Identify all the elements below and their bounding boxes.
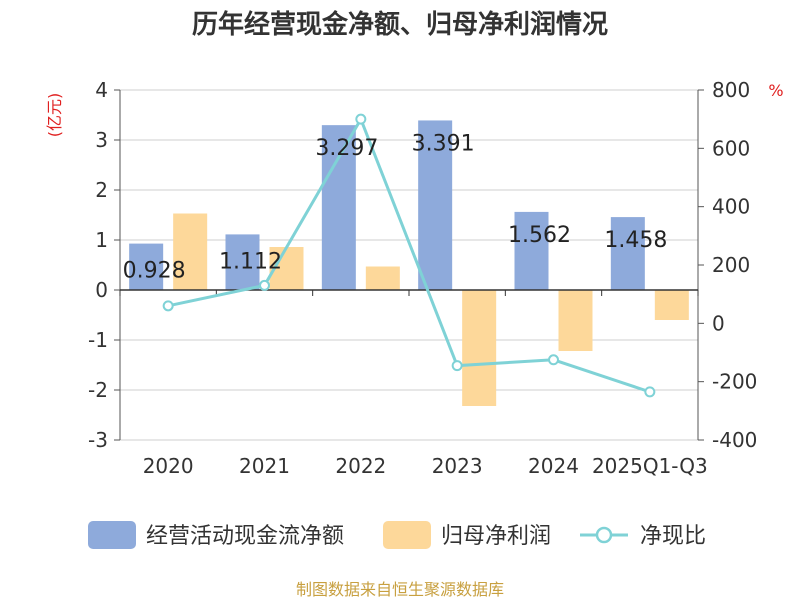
left-tick-label: -1 (88, 328, 108, 352)
right-tick-label: -400 (712, 428, 757, 452)
left-tick-label: 4 (95, 78, 108, 102)
right-tick-label: 200 (712, 253, 750, 277)
legend-label-cashflow: 经营活动现金流净额 (146, 524, 344, 549)
bar-cashflow (514, 211, 549, 290)
category-label: 2024 (528, 454, 579, 478)
left-tick-label: -2 (88, 378, 108, 402)
data-label: 1.562 (508, 223, 571, 248)
legend-swatch-ratio-marker (595, 526, 613, 544)
left-tick-label: -3 (88, 428, 108, 452)
left-tick-label: 3 (95, 128, 108, 152)
bar-profit (462, 290, 497, 406)
left-tick-label: 0 (95, 278, 108, 302)
bar-profit (558, 290, 593, 351)
right-tick-label: 400 (712, 195, 750, 219)
bar-cashflow (610, 217, 645, 290)
ratio-point (162, 300, 174, 312)
category-label: 2022 (335, 454, 386, 478)
chart-title: 历年经营现金净额、归母净利润情况 (192, 9, 608, 40)
bar-profit (173, 213, 208, 290)
data-label: 1.112 (219, 249, 282, 274)
data-label: 3.391 (412, 131, 475, 156)
category-label: 2023 (432, 454, 483, 478)
bar-cashflow (129, 243, 164, 290)
left-tick-label: 2 (95, 178, 108, 202)
legend-label-profit: 归母净利润 (441, 524, 551, 549)
bar-cashflow (418, 120, 453, 290)
axes: 4 3 2 1 0 -1 -2 -3 800 600 400 200 0 -200 -400 2020 2021… (45, 78, 784, 478)
ratio-line (162, 113, 656, 398)
ratio-point (451, 360, 463, 372)
ratio-point (548, 354, 559, 366)
right-tick-label: 0 (712, 311, 725, 335)
legend-label-ratio: 净现比 (640, 524, 706, 549)
legend: 经营活动现金流净额 归母净利润 净现比 (88, 521, 706, 549)
data-labels: 0.928 1.112 3.297 3.391 1.562 1.458 (123, 131, 668, 283)
bar-cashflow (225, 234, 260, 290)
source-note: 制图数据来自恒生聚源数据库 (296, 580, 504, 599)
category-label: 2021 (239, 454, 290, 478)
right-axis-unit: % (768, 81, 783, 100)
right-tick-label: 600 (712, 136, 750, 160)
legend-swatch-profit (383, 521, 431, 549)
right-tick-label: 800 (712, 78, 750, 102)
left-axis-unit: (亿元) (45, 93, 64, 138)
ratio-point (259, 279, 270, 291)
category-label: 2020 (143, 454, 194, 478)
ratio-point (644, 386, 656, 398)
legend-swatch-cashflow (88, 521, 136, 549)
right-tick-label: -200 (712, 370, 757, 394)
bars (129, 120, 689, 406)
ratio-point (355, 113, 367, 125)
data-label: 1.458 (604, 228, 667, 253)
data-label: 0.928 (123, 259, 186, 284)
bar-profit (365, 266, 400, 290)
left-tick-label: 1 (95, 228, 108, 252)
bar-cashflow (321, 125, 356, 291)
grid (120, 89, 698, 441)
data-label: 3.297 (315, 136, 378, 161)
category-label: 2025Q1-Q3 (592, 454, 708, 478)
ratio-line-path (167, 115, 651, 394)
bar-profit (654, 290, 689, 320)
